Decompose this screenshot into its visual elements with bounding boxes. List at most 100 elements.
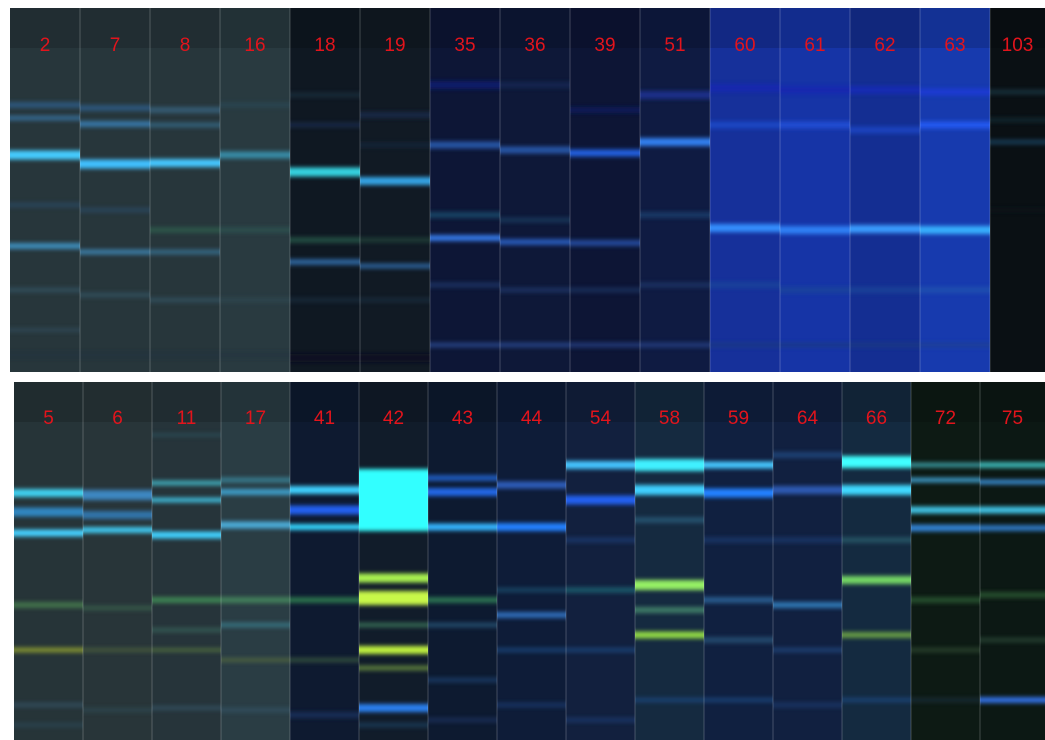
lane-label: 19 [384,35,405,56]
gel-band [359,704,428,712]
gel-band [290,712,359,718]
gel-band [640,212,710,218]
lane-top-shade [570,8,640,48]
gel-band [359,573,428,583]
gel-band [360,112,430,118]
gel-band [710,121,780,129]
gel-band [10,352,80,358]
lane-top-shade [850,8,920,48]
gel-band [359,665,428,671]
gel-band [780,287,850,293]
gel-band [773,602,842,608]
gel-lane [500,8,570,372]
gel-band [780,342,850,348]
gel-band [359,591,428,605]
gel-band [14,647,83,653]
gel-band [150,249,220,255]
gel-band [773,647,842,653]
gel-lane [150,8,220,372]
gel-band [10,102,80,108]
gel-band [911,524,980,532]
gel-band [290,167,360,177]
gel-band [428,475,497,481]
gel-band [14,529,83,537]
lane-top-shade [704,382,773,422]
gel-band [83,490,152,500]
gel-band [710,224,780,232]
lane-label: 42 [383,408,404,429]
gel-band [570,342,640,348]
gel-band [360,297,430,303]
gel-band [980,479,1045,485]
gel-band [990,207,1045,213]
gel-band [780,86,850,94]
lane-label: 75 [1002,408,1023,429]
gel-band [500,82,570,88]
lane-label: 103 [1002,35,1034,56]
gel-band [566,587,635,593]
gel-band [911,647,980,653]
gel-band [850,287,920,293]
gel-band [570,107,640,113]
gel-band [773,537,842,543]
gel-band [566,495,635,505]
gel-band [221,521,290,529]
lane-label: 58 [659,408,680,429]
lane-top-shade [773,382,842,422]
gel-band [842,697,911,703]
lane-label: 35 [454,35,475,56]
gel-band [842,456,911,468]
lane-top-shade [842,382,911,422]
lane-top-shade [911,382,980,422]
gel-band [290,524,359,530]
gel-band [704,697,773,703]
gel-band [83,511,152,519]
lane-top-shade [150,8,220,48]
gel-band [710,282,780,288]
gel-band [640,91,710,99]
lane-top-shade [10,8,80,48]
gel-band [570,149,640,157]
gel-band [710,84,780,92]
gel-band [850,126,920,134]
gel-band [640,138,710,146]
gel-lane [220,8,290,372]
lane-top-shade [430,8,500,48]
gel-band [152,497,221,503]
gel-band [635,631,704,639]
gel-band [780,226,850,234]
gel-band [850,225,920,233]
gel-lane [221,382,290,740]
gel-band [221,597,290,603]
gel-band [83,605,152,611]
gel-band [500,342,570,348]
gel-band [80,105,150,111]
gel-band [152,480,221,486]
gel-band [220,297,290,303]
lane-label: 63 [944,35,965,56]
gel-lane [635,382,704,740]
gel-lane [80,8,150,372]
gel-lane [566,382,635,740]
gel-band [640,282,710,288]
gel-lane [704,382,773,740]
gel-band [704,488,773,498]
gel-band [850,86,920,94]
gel-band [500,146,570,154]
gel-band [710,342,780,348]
gel-band [150,352,220,358]
gel-band [911,697,980,703]
gel-band [920,287,990,293]
gel-band [360,142,430,148]
lane-label: 44 [521,408,543,429]
lane-label: 16 [244,35,265,56]
gel-lane [990,8,1045,372]
gel-band [704,461,773,469]
gel-band [635,697,704,703]
gel-lane [10,8,80,372]
gel-band [428,523,497,531]
gel-band [359,722,428,728]
gel-band [428,488,497,496]
lane-label: 41 [314,408,335,429]
